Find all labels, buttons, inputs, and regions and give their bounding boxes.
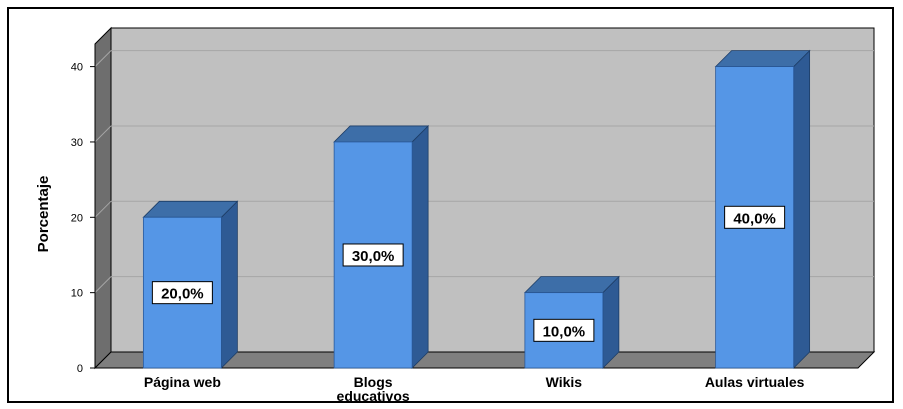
bar-side (411, 124, 429, 369)
x-tick-label: educativos (337, 388, 410, 404)
x-tick-label: Blogs (354, 374, 393, 390)
data-label: 30,0% (342, 243, 404, 267)
y-tick-label: 40 (71, 62, 83, 74)
data-label-box (151, 281, 213, 305)
data-label-box (342, 243, 404, 267)
y-tick-label: 30 (71, 137, 83, 149)
gridline-side (94, 276, 112, 294)
left-wall (94, 26, 112, 370)
bar-top (523, 276, 620, 294)
x-tick-label: Página web (144, 374, 221, 390)
floor (93, 351, 876, 369)
bar-side (793, 49, 811, 369)
y-tick-label: 20 (71, 212, 83, 224)
gridline-side (94, 200, 112, 218)
data-label-text: 20,0% (161, 286, 204, 303)
x-tick-label: Aulas virtuales (705, 374, 805, 390)
bar-side (220, 200, 238, 369)
bar-top (714, 50, 811, 68)
bar-top (333, 125, 430, 143)
data-label-box (533, 318, 595, 342)
y-tick-label: 10 (71, 288, 83, 300)
data-label: 20,0% (151, 281, 213, 305)
data-label-text: 40,0% (733, 210, 776, 227)
data-label-text: 10,0% (543, 323, 586, 340)
y-tick-label: 0 (77, 363, 83, 375)
x-tick-label: Wikis (546, 374, 583, 390)
y-axis-title: Porcentaje (35, 176, 52, 253)
gridline-side (94, 50, 112, 67)
gridline-side (94, 125, 112, 143)
bar (523, 275, 620, 369)
bar-top (142, 200, 239, 218)
data-label-box (724, 205, 786, 229)
data-label: 10,0% (533, 318, 595, 342)
data-label: 40,0% (724, 205, 786, 229)
data-label-text: 30,0% (352, 248, 395, 265)
